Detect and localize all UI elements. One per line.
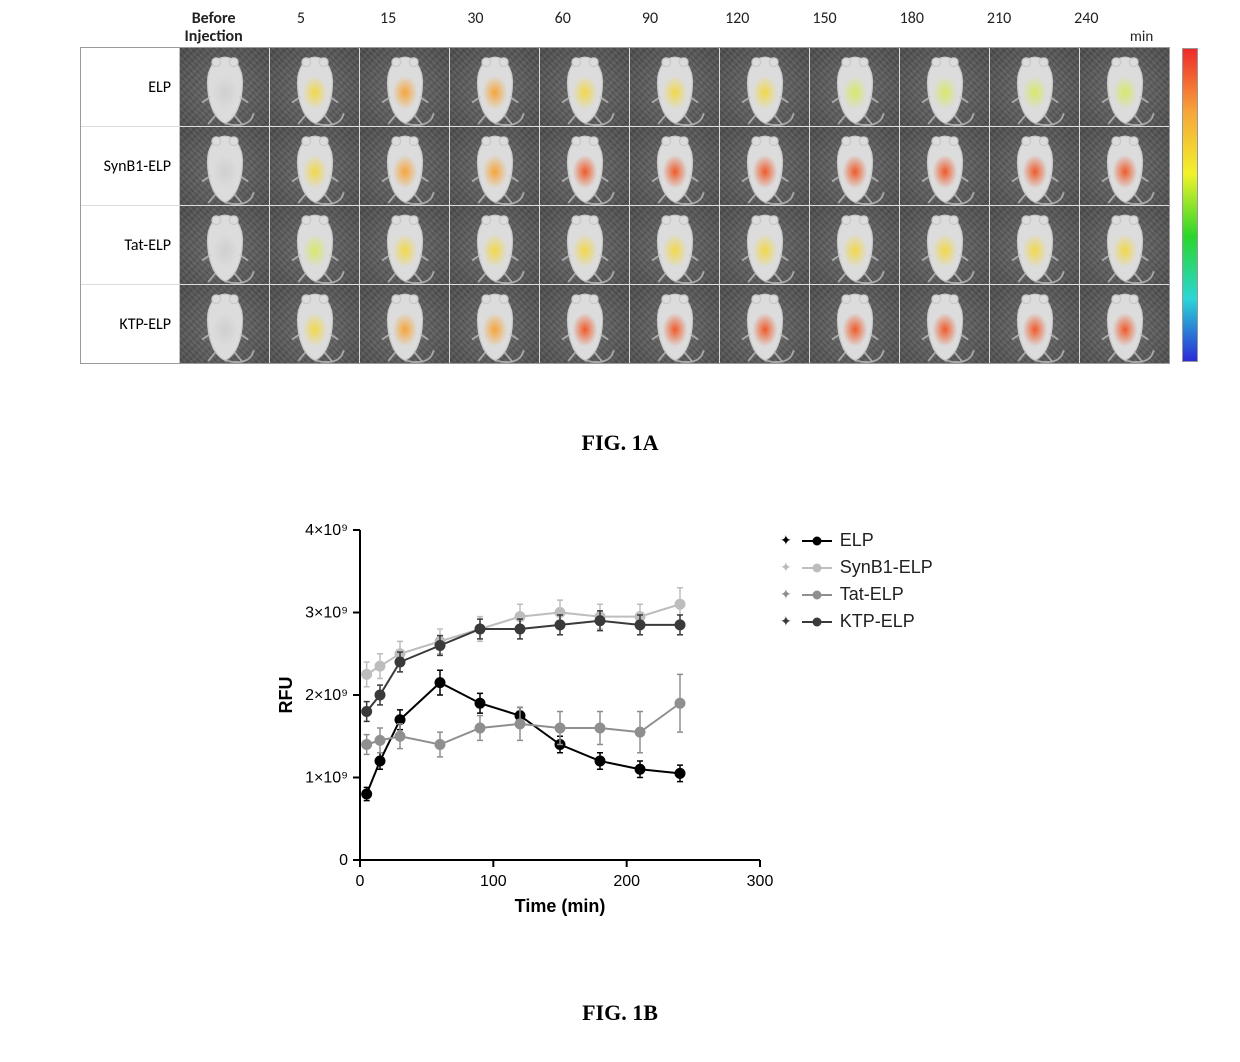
imaging-frame <box>630 206 720 284</box>
imaging-frame <box>180 285 270 363</box>
imaging-frame <box>810 206 900 284</box>
legend-label: KTP-ELP <box>840 611 915 632</box>
figure-1a-caption: FIG. 1A <box>0 430 1240 456</box>
imaging-frame <box>180 206 270 284</box>
imaging-frame <box>900 48 990 126</box>
imaging-frame <box>360 285 450 363</box>
imaging-frame <box>360 48 450 126</box>
imaging-frame <box>900 127 990 205</box>
row-label: Tat-ELP <box>81 206 180 284</box>
imaging-frame <box>450 48 540 126</box>
imaging-frame <box>1080 206 1169 284</box>
imaging-frame <box>450 127 540 205</box>
legend-label: ELP <box>840 530 874 551</box>
imaging-frame <box>720 206 810 284</box>
imaging-frame <box>540 48 630 126</box>
col-header-timepoint: 15 <box>345 10 432 47</box>
svg-text:0: 0 <box>356 873 365 890</box>
time-unit-label: min <box>1130 10 1170 47</box>
imaging-frame <box>720 285 810 363</box>
imaging-frame <box>1080 285 1169 363</box>
svg-text:100: 100 <box>480 873 507 890</box>
imaging-frame <box>540 206 630 284</box>
svg-text:3×10⁹: 3×10⁹ <box>305 605 348 622</box>
imaging-frame <box>990 48 1080 126</box>
col-header-timepoint: 180 <box>868 10 955 47</box>
svg-text:1×10⁹: 1×10⁹ <box>305 770 348 787</box>
legend-label: Tat-ELP <box>840 584 904 605</box>
svg-text:2×10⁹: 2×10⁹ <box>305 687 348 704</box>
imaging-frame <box>360 206 450 284</box>
legend-label: SynB1-ELP <box>840 557 933 578</box>
svg-text:0: 0 <box>339 852 348 869</box>
col-header-timepoint: 30 <box>432 10 519 47</box>
imaging-frame <box>450 206 540 284</box>
col-header-timepoint: 5 <box>257 10 344 47</box>
col-header-before-injection: BeforeInjection <box>170 10 257 47</box>
legend-item: ✦KTP-ELP <box>780 611 933 632</box>
row-label: KTP-ELP <box>81 285 180 363</box>
imaging-frame <box>180 48 270 126</box>
imaging-frame <box>990 206 1080 284</box>
col-header-timepoint: 90 <box>606 10 693 47</box>
imaging-frame <box>990 285 1080 363</box>
imaging-frame <box>270 206 360 284</box>
imaging-frame <box>630 48 720 126</box>
row-label: SynB1-ELP <box>81 127 180 205</box>
intensity-colorbar <box>1182 48 1198 362</box>
legend-item: ✦ELP <box>780 530 933 551</box>
imaging-frame <box>270 285 360 363</box>
imaging-frame <box>1080 48 1169 126</box>
row-label: ELP <box>81 48 180 126</box>
imaging-frame <box>540 285 630 363</box>
figure-1b-caption: FIG. 1B <box>0 1000 1240 1026</box>
imaging-frame <box>720 48 810 126</box>
imaging-frame <box>810 48 900 126</box>
imaging-frame <box>990 127 1080 205</box>
imaging-frame <box>630 127 720 205</box>
svg-text:Time (min): Time (min) <box>515 896 606 916</box>
imaging-frame <box>1080 127 1169 205</box>
col-header-timepoint: 60 <box>519 10 606 47</box>
imaging-frame <box>630 285 720 363</box>
svg-text:4×10⁹: 4×10⁹ <box>305 522 348 539</box>
svg-text:300: 300 <box>747 873 774 890</box>
imaging-frame <box>360 127 450 205</box>
imaging-frame <box>270 127 360 205</box>
svg-text:200: 200 <box>613 873 640 890</box>
imaging-frame <box>810 127 900 205</box>
imaging-frame <box>720 127 810 205</box>
imaging-frame <box>810 285 900 363</box>
svg-text:RFU: RFU <box>276 677 296 714</box>
imaging-frame <box>540 127 630 205</box>
imaging-frame <box>900 206 990 284</box>
imaging-frame <box>900 285 990 363</box>
legend-item: ✦SynB1-ELP <box>780 557 933 578</box>
imaging-frame <box>180 127 270 205</box>
imaging-frame <box>450 285 540 363</box>
col-header-timepoint: 210 <box>955 10 1042 47</box>
imaging-frame <box>270 48 360 126</box>
panel-b-rfu-chart: 0 100 200 300 0 1×10⁹ 2×10⁹ 3×10⁹ 4×10⁹ Time (min… <box>270 510 970 940</box>
legend-item: ✦Tat-ELP <box>780 584 933 605</box>
col-header-timepoint: 120 <box>694 10 781 47</box>
panel-a-imaging-grid: BeforeInjection515306090120150180210240m… <box>80 10 1170 364</box>
col-header-timepoint: 150 <box>781 10 868 47</box>
chart-legend: ✦ELP ✦SynB1-ELP ✦Tat-ELP ✦KTP-ELP <box>780 530 933 638</box>
col-header-timepoint: 240 <box>1043 10 1130 47</box>
